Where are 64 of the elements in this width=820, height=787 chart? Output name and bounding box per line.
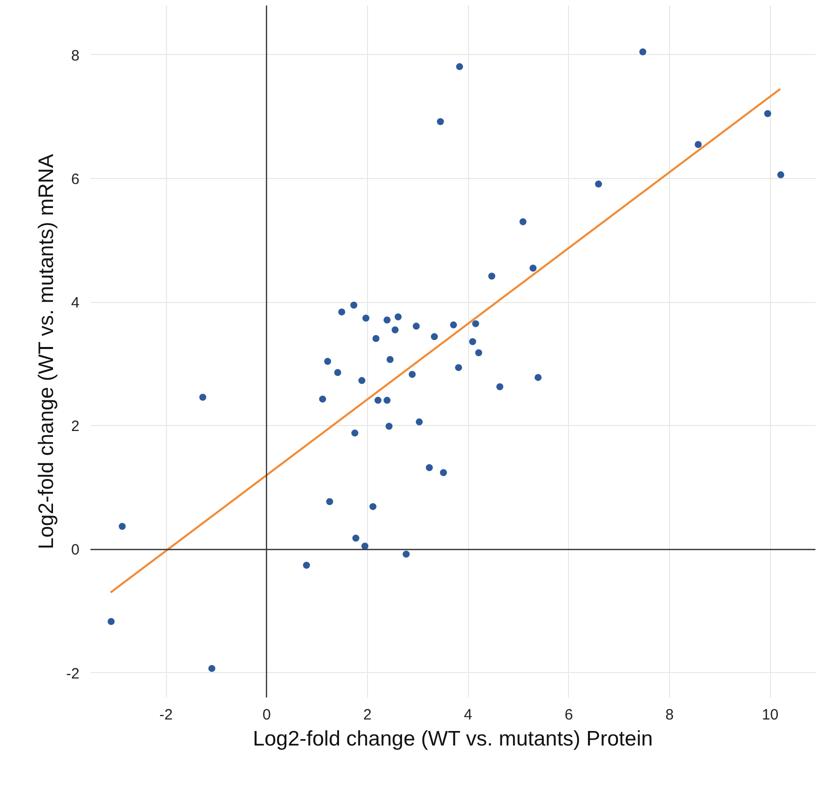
point: [639, 48, 646, 56]
x-tick-label: -2: [159, 706, 173, 724]
point: [326, 498, 334, 506]
y-tick-label: 0: [71, 542, 80, 559]
point: [469, 338, 476, 346]
y-tick-label: 8: [71, 47, 80, 64]
y-tick-label: 6: [71, 171, 80, 188]
y-axis-title: Log2-fold change (WT vs. mutants) mRNA: [35, 154, 58, 550]
point: [361, 542, 368, 550]
point: [777, 171, 784, 178]
point: [694, 141, 702, 148]
point: [595, 180, 602, 188]
x-tick-label: 0: [262, 706, 271, 724]
point: [324, 358, 332, 365]
point: [384, 396, 391, 404]
point: [534, 374, 542, 381]
point: [764, 110, 772, 118]
point: [208, 664, 216, 672]
point: [408, 370, 416, 378]
point: [402, 550, 410, 558]
point: [351, 430, 358, 437]
y-tick-label: 2: [71, 418, 80, 436]
point: [440, 469, 447, 476]
x-tick-label: 10: [762, 706, 779, 724]
point: [358, 377, 366, 384]
point: [350, 302, 358, 309]
y-tick-label: 4: [71, 294, 80, 312]
point: [488, 272, 496, 280]
x-tick-label: 6: [564, 706, 573, 724]
point: [338, 308, 346, 316]
x-tick-label: 8: [665, 706, 674, 724]
point: [386, 356, 394, 364]
point: [430, 333, 438, 340]
point: [118, 522, 126, 530]
point: [412, 322, 420, 330]
point: [352, 534, 360, 542]
point: [392, 326, 399, 334]
point: [472, 320, 480, 328]
point: [519, 218, 526, 226]
point: [302, 562, 310, 569]
point: [334, 369, 342, 376]
point: [199, 394, 206, 401]
point: [319, 396, 326, 403]
point: [426, 464, 433, 472]
point: [450, 321, 458, 328]
x-tick-label: 2: [363, 706, 372, 724]
point: [394, 313, 402, 320]
point: [475, 349, 482, 356]
point: [436, 118, 444, 126]
x-tick-label: 4: [464, 706, 472, 724]
point: [456, 63, 464, 70]
point: [416, 418, 423, 426]
point: [384, 316, 391, 324]
point: [372, 335, 380, 342]
point: [386, 422, 393, 430]
point: [362, 314, 370, 322]
point: [369, 503, 376, 510]
point: [108, 618, 115, 625]
point: [374, 396, 382, 404]
point: [530, 264, 537, 272]
point: [455, 364, 462, 372]
x-axis-title: Log2-fold change (WT vs. mutants) Protein: [252, 728, 653, 750]
point: [496, 383, 504, 390]
y-tick-label: -2: [66, 665, 80, 682]
